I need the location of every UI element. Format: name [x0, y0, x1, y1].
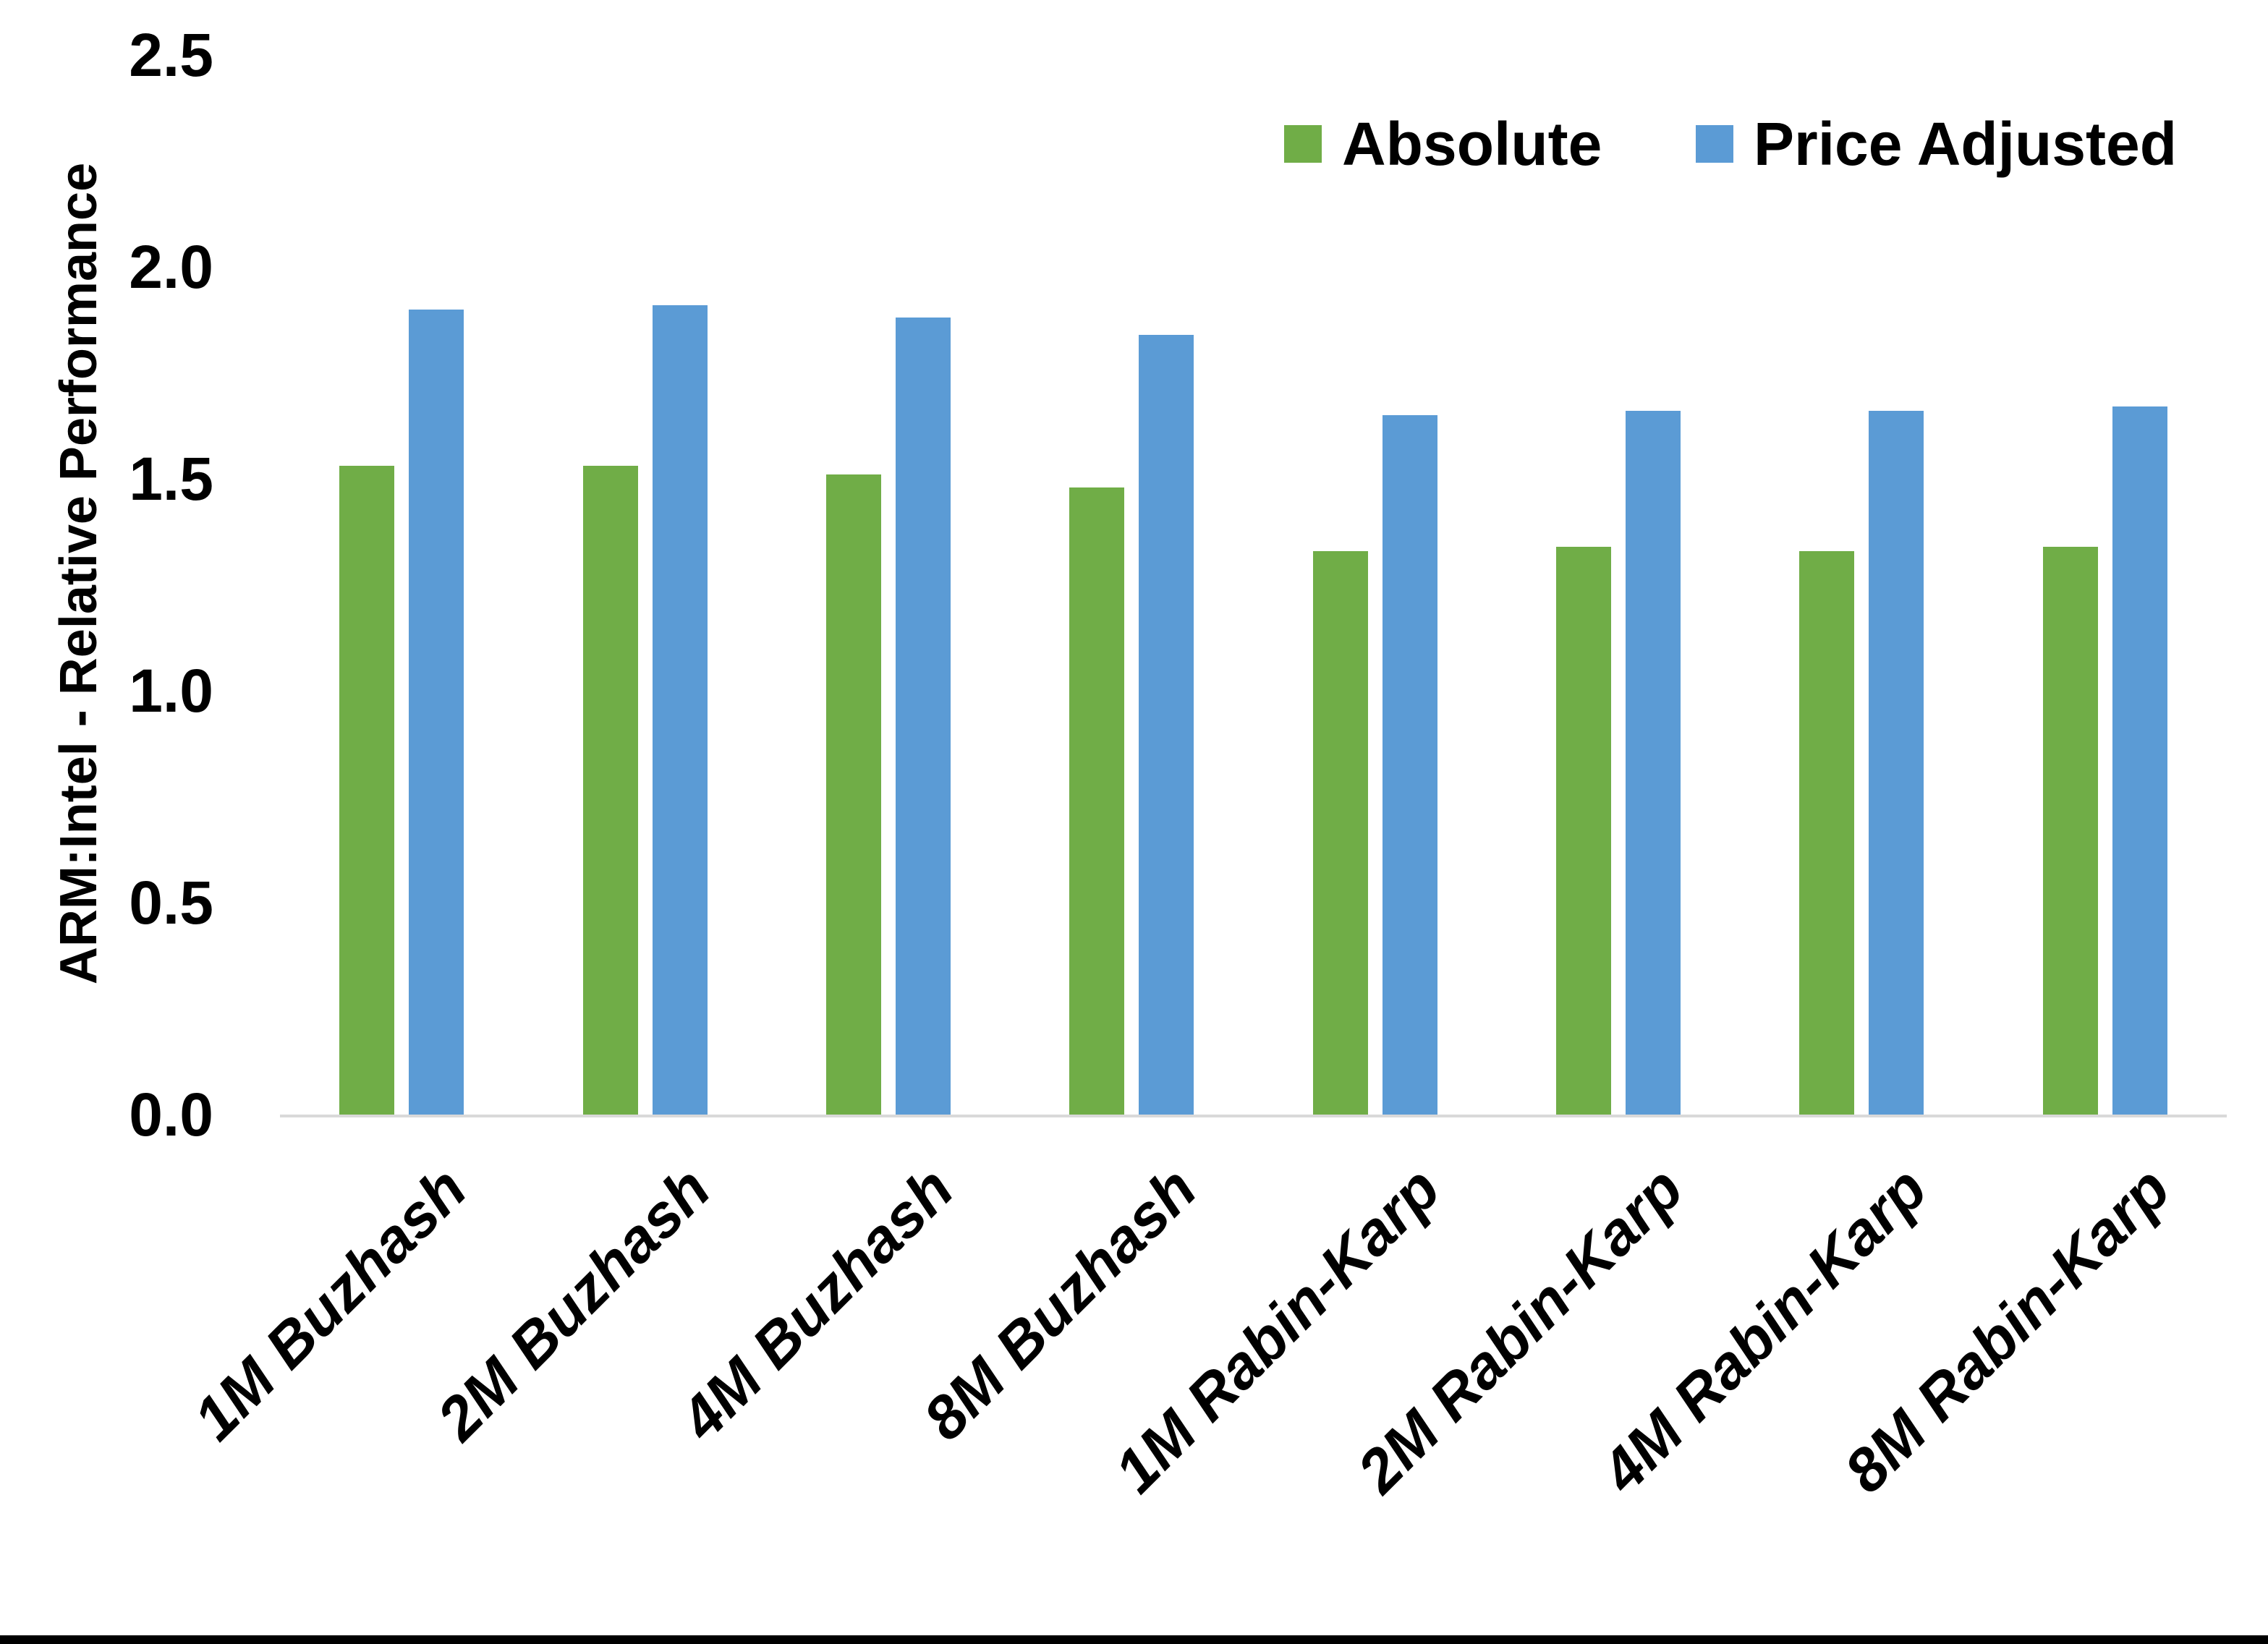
y-tick-label-1.0: 1.0: [129, 657, 213, 725]
y-tick-label-1.5: 1.5: [129, 445, 213, 513]
y-tick-label-2.0: 2.0: [129, 233, 213, 301]
bar-price-adjusted-8m-buzhash: [1139, 335, 1194, 1115]
bar-price-adjusted-8m-rabin-karp: [2112, 406, 2167, 1115]
x-axis-baseline: [280, 1115, 2227, 1117]
bar-price-adjusted-2m-rabin-karp: [1626, 411, 1681, 1115]
y-tick-label-0.5: 0.5: [129, 869, 213, 937]
bar-price-adjusted-2m-buzhash: [653, 305, 708, 1115]
legend-label-price-adjusted: Price Adjusted: [1754, 110, 2178, 178]
y-tick-label-0.0: 0.0: [129, 1081, 213, 1149]
bar-absolute-2m-buzhash: [583, 466, 638, 1115]
bar-absolute-2m-rabin-karp: [1556, 547, 1611, 1115]
legend-label-absolute: Absolute: [1342, 110, 1602, 178]
bar-absolute-1m-rabin-karp: [1313, 551, 1368, 1115]
image-bottom-edge: [0, 1635, 2268, 1644]
legend-item-price-adjusted: Price Adjusted: [1696, 106, 2177, 182]
bar-absolute-4m-buzhash: [826, 474, 881, 1115]
bar-price-adjusted-4m-buzhash: [896, 318, 951, 1115]
legend-swatch-price-adjusted-icon: [1696, 125, 1733, 163]
bar-absolute-8m-buzhash: [1069, 487, 1124, 1115]
y-tick-label-2.5: 2.5: [129, 21, 213, 89]
bar-absolute-4m-rabin-karp: [1799, 551, 1854, 1115]
legend-item-absolute: Absolute: [1284, 106, 1602, 182]
bar-price-adjusted-1m-buzhash: [409, 310, 464, 1115]
legend-swatch-absolute-icon: [1284, 125, 1322, 163]
bar-price-adjusted-1m-rabin-karp: [1383, 415, 1437, 1115]
bar-absolute-1m-buzhash: [339, 466, 394, 1115]
bar-absolute-8m-rabin-karp: [2043, 547, 2098, 1115]
bar-price-adjusted-4m-rabin-karp: [1869, 411, 1924, 1115]
